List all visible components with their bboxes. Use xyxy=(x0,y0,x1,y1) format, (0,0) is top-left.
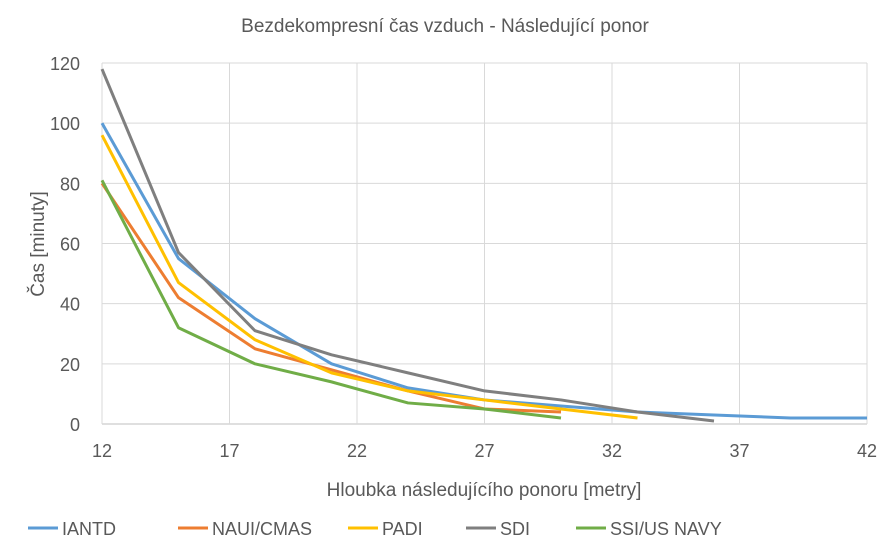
x-tick-label: 27 xyxy=(474,441,494,461)
y-tick-label: 60 xyxy=(60,235,80,255)
y-tick-label: 40 xyxy=(60,295,80,315)
legend-label: PADI xyxy=(382,519,423,539)
y-tick-label: 20 xyxy=(60,355,80,375)
y-tick-label: 0 xyxy=(70,415,80,435)
legend-label: NAUI/CMAS xyxy=(212,519,312,539)
x-tick-label: 22 xyxy=(347,441,367,461)
legend-label: SDI xyxy=(500,519,530,539)
x-tick-label: 32 xyxy=(602,441,622,461)
series-line-ssi-us-navy xyxy=(100,179,562,420)
chart-title: Bezdekompresní čas vzduch - Následující … xyxy=(241,16,649,37)
y-axis-label: Čas [minuty] xyxy=(27,191,49,297)
x-tick-label: 37 xyxy=(729,441,749,461)
y-tick-label: 120 xyxy=(50,54,80,74)
x-tick-label: 42 xyxy=(857,441,877,461)
y-tick-label: 80 xyxy=(60,174,80,194)
x-tick-label: 12 xyxy=(92,441,112,461)
series-line-sdi xyxy=(100,68,715,423)
series-line-padi xyxy=(100,134,638,420)
y-tick-label: 100 xyxy=(50,114,80,134)
series-line-naui-cmas xyxy=(100,182,562,414)
x-tick-label: 17 xyxy=(219,441,239,461)
x-axis-label: Hloubka následujícího ponoru [metry] xyxy=(327,480,642,501)
legend-label: SSI/US NAVY xyxy=(610,519,722,539)
legend-label: IANTD xyxy=(62,519,116,539)
